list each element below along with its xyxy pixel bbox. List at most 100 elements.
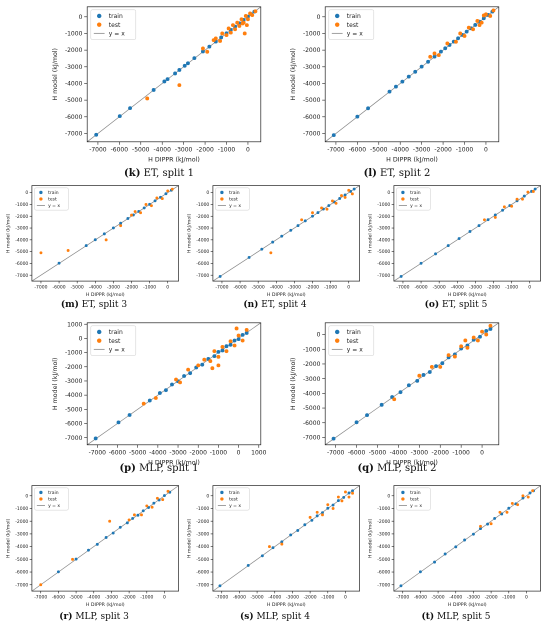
test-point xyxy=(489,522,493,526)
x-tick-label: -7000 xyxy=(89,146,107,153)
test-point xyxy=(471,335,476,340)
test-point xyxy=(311,211,314,215)
y-tick-label: -6000 xyxy=(15,570,28,576)
y-tick-label: -4000 xyxy=(377,237,390,243)
y-axis-label: H model (kJ/mol) xyxy=(186,213,192,253)
plot-frame xyxy=(393,185,541,282)
x-tick-label: -5000 xyxy=(129,449,147,456)
test-point xyxy=(515,197,519,201)
test-point xyxy=(235,20,240,25)
test-point xyxy=(226,26,231,31)
train-point xyxy=(260,554,264,558)
x-tick-label: -3000 xyxy=(467,594,480,600)
train-point xyxy=(311,214,314,218)
train-point xyxy=(321,511,324,515)
train-point xyxy=(303,523,307,527)
train-point xyxy=(117,114,122,119)
x-tick-label: -1000 xyxy=(324,284,337,290)
train-point xyxy=(365,413,369,418)
y-tick-label: -6000 xyxy=(65,421,83,428)
legend-label: train xyxy=(48,490,59,496)
train-point xyxy=(280,540,284,544)
test-point xyxy=(344,490,347,494)
train-point xyxy=(218,584,222,588)
legend-box xyxy=(396,187,431,211)
test-point xyxy=(228,30,233,35)
y-tick-label: -7000 xyxy=(377,582,390,588)
x-tick-label: 0 xyxy=(480,449,484,456)
test-point xyxy=(340,194,343,198)
x-tick-label: -4000 xyxy=(451,284,464,290)
test-point xyxy=(340,499,344,503)
y-tick-label: -7000 xyxy=(15,273,28,279)
test-point xyxy=(334,201,338,205)
test-point xyxy=(454,39,458,44)
chart-panel-s: -7000 -6000 -5000 -4000 -3000 -2000 -1000 0 -700… xyxy=(185,482,365,612)
x-axis-label: H DIPPR (kJ/mol) xyxy=(267,602,306,608)
train-point xyxy=(406,74,411,79)
y-tick-label: -2000 xyxy=(15,214,28,220)
test-point xyxy=(351,491,354,495)
train-point xyxy=(218,274,222,278)
y-tick-label: -2000 xyxy=(377,214,390,220)
y-tick-label: -7000 xyxy=(196,273,209,279)
train-point xyxy=(463,538,467,542)
test-point xyxy=(205,49,210,54)
x-tick-label: -2000 xyxy=(123,594,136,600)
chart-panel-o: -7000 -6000 -5000 -4000 -3000 -2000 -1000 0 -700… xyxy=(366,182,546,312)
y-tick-label: -1000 xyxy=(15,202,28,208)
train-point xyxy=(246,563,250,567)
test-point xyxy=(480,329,484,334)
test-point xyxy=(493,215,497,219)
train-point xyxy=(192,56,197,61)
test-point xyxy=(475,19,480,23)
train-point xyxy=(111,531,115,535)
y-tick-label: 0 xyxy=(387,190,390,196)
x-tick-label: -5000 xyxy=(70,594,83,600)
train-point xyxy=(153,199,157,203)
test-point xyxy=(231,23,235,28)
scatter-plot: -7000 -6000 -5000 -4000 -3000 -2000 -1000 0 -700… xyxy=(186,485,360,608)
legend-box xyxy=(215,187,250,211)
test-point xyxy=(224,349,229,354)
test-point xyxy=(232,343,237,348)
train-point xyxy=(473,23,478,27)
y-tick-label: -4000 xyxy=(196,237,209,243)
x-tick-label: -6000 xyxy=(348,449,366,456)
legend-label: y = x xyxy=(109,347,125,354)
train-point xyxy=(136,513,140,517)
train-point xyxy=(440,361,445,366)
x-tick-label: -2000 xyxy=(304,594,317,600)
x-tick-label: -6000 xyxy=(233,594,246,600)
legend-label: test xyxy=(410,197,419,203)
train-point xyxy=(207,44,212,49)
legend-label: test xyxy=(347,338,359,345)
train-point xyxy=(102,232,106,236)
legend-marker-test xyxy=(220,197,224,201)
legend-label: y = x xyxy=(229,204,241,209)
x-tick-label: -6000 xyxy=(109,449,127,456)
test-point xyxy=(119,224,123,228)
train-point xyxy=(327,204,331,207)
test-point xyxy=(347,188,351,192)
x-axis-label: H DIPPR (kJ/mol) xyxy=(386,460,438,467)
y-tick-label: -1000 xyxy=(196,506,209,512)
x-tick-label: -6000 xyxy=(52,594,65,600)
train-point xyxy=(419,261,423,265)
y-tick-label: -1000 xyxy=(15,506,28,512)
x-tick-label: -1000 xyxy=(210,449,228,456)
train-point xyxy=(484,328,489,333)
x-tick-label: -2000 xyxy=(432,449,450,456)
x-tick-label: -6000 xyxy=(111,146,129,153)
test-point xyxy=(325,207,329,211)
y-tick-label: -4000 xyxy=(65,81,83,88)
plot-frame xyxy=(31,485,179,592)
train-point xyxy=(486,218,490,222)
x-tick-label: 0 xyxy=(484,146,488,153)
legend-marker-test xyxy=(39,497,43,501)
x-tick-label: -4000 xyxy=(153,146,171,153)
train-point xyxy=(343,193,347,197)
train-point xyxy=(93,238,97,242)
train-point xyxy=(446,244,450,248)
test-point xyxy=(502,205,506,209)
